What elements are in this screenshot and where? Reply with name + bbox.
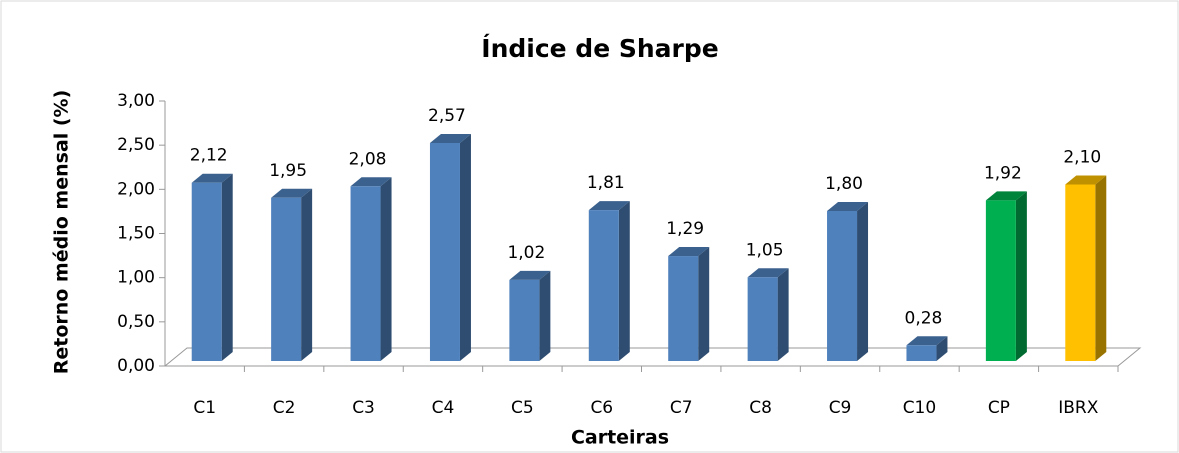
bar-top [350,177,392,187]
value-label: 2,57 [428,106,466,126]
bar-top [191,173,233,183]
bar-side [777,268,789,361]
value-label: 1,05 [746,240,784,260]
y-tick-label: 2,50 [117,135,155,155]
bar-side [221,173,233,361]
x-tick-label: IBRX [1058,398,1098,418]
bar-top [1065,175,1107,185]
y-tick-label: 0,50 [117,312,155,332]
bar-side [936,336,948,361]
y-tick-label: 2,00 [117,179,155,199]
bar-top [429,133,471,143]
x-tick-label: C7 [670,398,693,418]
bar-side [618,201,630,361]
bar-top [906,336,948,346]
bar-top [509,270,551,280]
x-tick-label: C4 [432,398,455,418]
x-tick-label: C9 [829,398,852,418]
bar [985,200,1016,361]
bar-side [301,188,313,361]
bar-top [985,191,1027,201]
value-label: 1,80 [825,174,863,194]
value-label: 2,12 [190,146,228,166]
y-axis-title: Retorno médio mensal (%) [51,90,73,375]
bar [1065,184,1096,361]
x-tick-label: C2 [273,398,296,418]
bar [668,256,699,361]
bar-side [1015,191,1027,361]
x-tick-label: C5 [511,398,534,418]
bar-side [380,177,392,361]
bar-side [698,247,710,361]
value-label: 2,08 [349,149,387,169]
value-label: 1,95 [269,161,307,181]
y-tick-label: 0,00 [117,356,155,376]
bar-top [271,188,313,198]
y-tick-label: 1,00 [117,268,155,288]
bar-side [857,202,869,361]
bar-top [827,202,869,211]
x-axis-title: Carteiras [571,427,669,449]
x-tick-label: C8 [749,398,772,418]
bar [271,197,302,361]
bar-top [747,268,789,278]
value-label: 2,10 [1063,148,1101,168]
bar [429,142,460,361]
y-tick-label: 3,00 [117,91,155,111]
value-label: 1,81 [587,173,625,193]
bar [588,210,619,361]
bar-side [1095,175,1107,361]
bar-side [539,270,551,361]
value-label: 1,29 [666,219,704,239]
x-tick-label: C10 [903,398,937,418]
bar [827,211,858,361]
bar [747,277,778,361]
bar [906,345,937,361]
value-label: 1,92 [984,163,1022,183]
value-label: 0,28 [905,308,943,328]
bar-top [668,247,710,257]
value-label: 1,02 [507,243,545,263]
x-tick-label: CP [988,398,1010,418]
bar-side [459,133,471,361]
bar [191,182,222,361]
y-tick-label: 1,50 [117,224,155,244]
chart-title: Índice de Sharpe [481,34,718,63]
bar-top [588,201,630,211]
bar [350,186,381,361]
x-tick-label: C6 [590,398,613,418]
x-tick-label: C1 [193,398,216,418]
bar [509,279,540,361]
x-tick-label: C3 [352,398,375,418]
